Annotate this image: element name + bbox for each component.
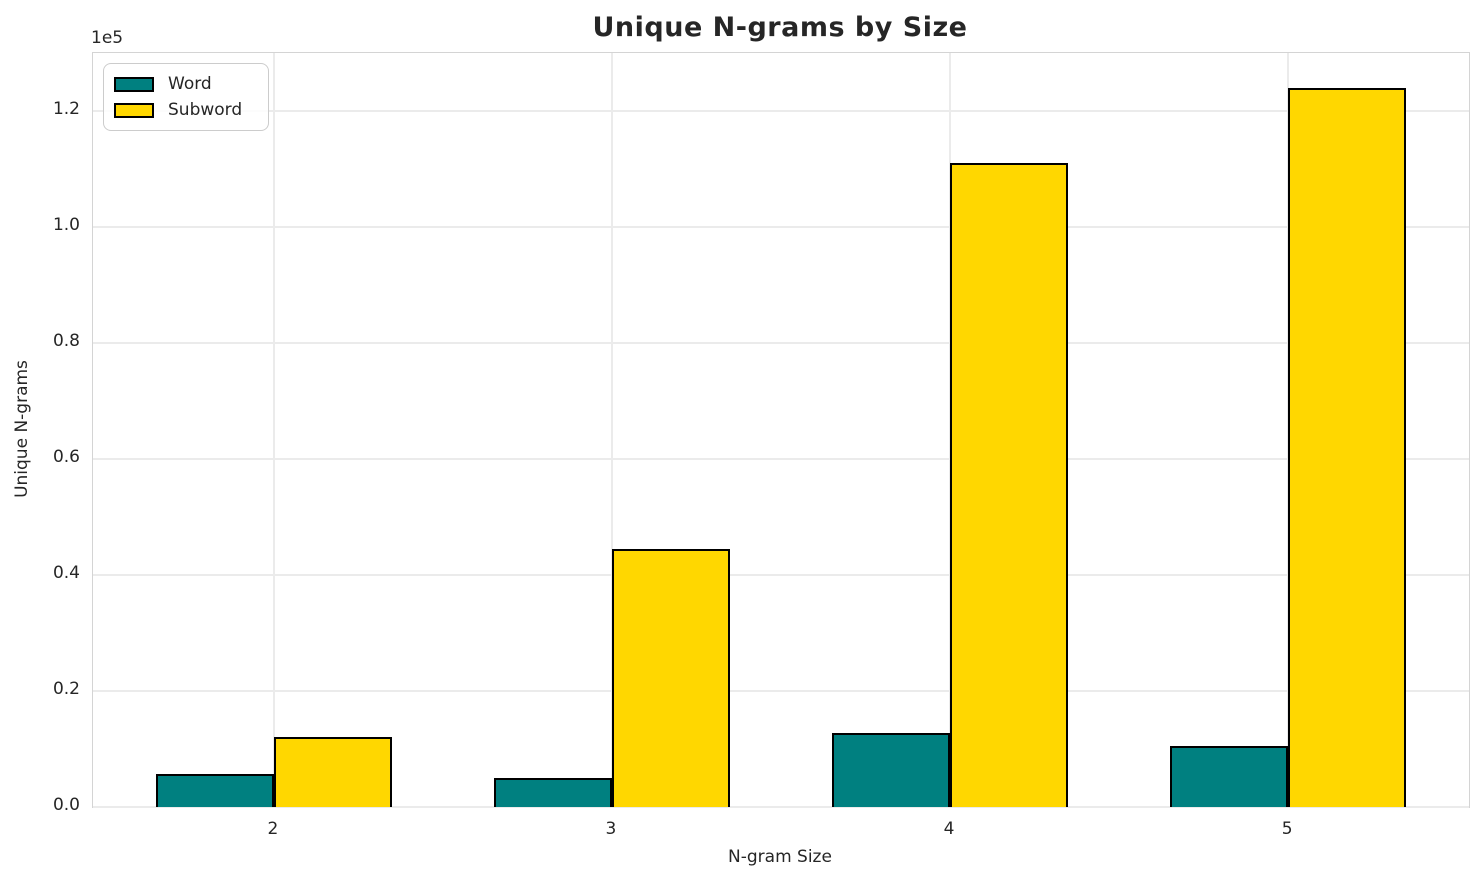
bar-subword-2	[273, 736, 393, 807]
bar-word-4	[831, 733, 951, 807]
bar-word-5	[1169, 746, 1289, 807]
x-tick-label: 4	[943, 819, 955, 839]
gridline-horizontal	[93, 690, 1469, 692]
y-tick-label: 0.8	[52, 331, 80, 351]
legend-label-word: Word	[168, 73, 212, 94]
gridline-horizontal	[93, 226, 1469, 228]
word-swatch-icon	[114, 76, 154, 92]
gridline-horizontal	[93, 806, 1469, 808]
y-tick-label: 1.2	[52, 99, 80, 119]
bar-word-3	[493, 778, 612, 807]
y-tick-label: 0.4	[52, 563, 80, 583]
legend: Word Subword	[103, 63, 269, 131]
bar-subword-4	[950, 163, 1069, 807]
plot-area	[92, 52, 1470, 808]
legend-item-word: Word	[114, 73, 258, 94]
x-tick-label: 5	[1281, 819, 1293, 839]
bar-subword-5	[1288, 87, 1407, 807]
gridline-horizontal	[93, 458, 1469, 460]
x-tick-label: 3	[605, 819, 617, 839]
y-tick-label: 0.0	[52, 795, 80, 815]
subword-swatch-icon	[114, 102, 154, 118]
chart-title: Unique N-grams by Size	[592, 12, 968, 43]
bar-subword-3	[611, 549, 731, 807]
legend-label-subword: Subword	[168, 99, 243, 120]
gridline-horizontal	[93, 574, 1469, 576]
gridline-vertical	[611, 53, 613, 807]
y-tick-label: 1.0	[52, 215, 80, 235]
x-axis-label: N-gram Size	[728, 847, 832, 867]
legend-item-subword: Subword	[114, 99, 258, 120]
bar-word-2	[155, 773, 274, 807]
x-tick-label: 2	[267, 819, 279, 839]
gridline-vertical	[273, 53, 275, 807]
gridline-horizontal	[93, 110, 1469, 112]
y-tick-label: 0.6	[52, 447, 80, 467]
gridline-horizontal	[93, 342, 1469, 344]
y-axis-label: Unique N-grams	[12, 360, 32, 498]
y-tick-label: 0.2	[52, 679, 80, 699]
y-axis-offset-text: 1e5	[91, 28, 124, 48]
